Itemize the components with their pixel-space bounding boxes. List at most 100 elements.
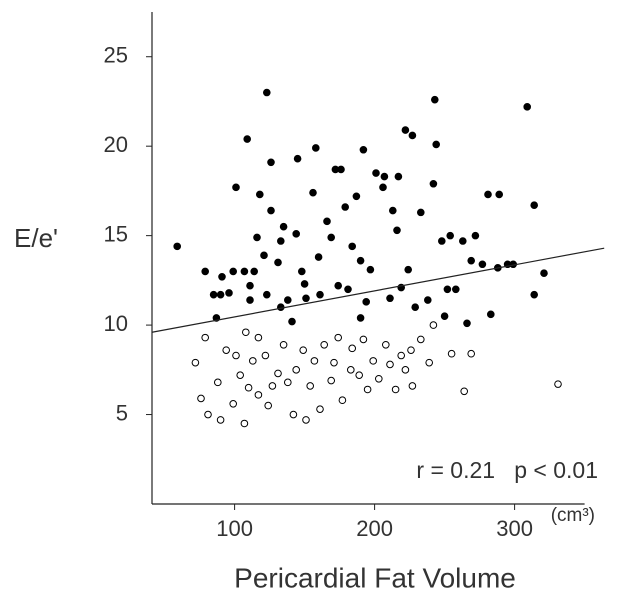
point (261, 351, 270, 360)
point (173, 242, 181, 251)
point (263, 290, 271, 299)
y-axis-label: E/e' (14, 223, 58, 253)
point (540, 269, 548, 278)
point (478, 260, 487, 269)
point (429, 321, 438, 329)
point (263, 88, 271, 97)
point (289, 410, 298, 419)
point (440, 312, 449, 320)
point (334, 281, 343, 290)
point (216, 416, 225, 424)
point (314, 253, 323, 261)
point (284, 378, 292, 387)
point (243, 135, 251, 143)
point (380, 172, 389, 181)
point (359, 335, 368, 344)
point (404, 265, 413, 274)
point (316, 405, 324, 413)
point (429, 179, 438, 188)
point (250, 267, 258, 276)
y-tick-label: 5 (116, 400, 128, 425)
point (292, 366, 301, 374)
point (366, 265, 375, 274)
point (320, 340, 329, 349)
point (277, 237, 285, 245)
point (337, 165, 345, 174)
point (446, 231, 455, 240)
point (279, 222, 288, 231)
point (431, 95, 439, 104)
point (246, 281, 254, 290)
y-tick-label: 20 (104, 132, 128, 157)
point (302, 416, 310, 424)
point (356, 256, 365, 265)
point (356, 314, 365, 322)
point (249, 357, 257, 365)
point (246, 296, 254, 304)
trend-line (151, 247, 605, 333)
point (302, 294, 310, 303)
point (267, 158, 275, 167)
point (214, 378, 222, 387)
point (401, 366, 410, 374)
point (447, 349, 456, 358)
point (334, 333, 343, 342)
point (244, 383, 253, 392)
point (204, 410, 212, 419)
point (293, 154, 302, 163)
point (323, 217, 331, 226)
point (264, 401, 273, 410)
point (236, 371, 244, 379)
point (300, 280, 309, 288)
point (408, 382, 417, 390)
point (256, 190, 264, 199)
point (495, 190, 504, 199)
point (327, 233, 336, 242)
point (225, 289, 233, 297)
point (254, 333, 263, 342)
point (355, 371, 364, 379)
point (254, 391, 263, 399)
point (191, 358, 200, 367)
point (240, 267, 249, 276)
point (316, 290, 324, 299)
point (279, 340, 288, 349)
point (201, 333, 209, 342)
y-tick-label: 25 (104, 43, 128, 68)
point (432, 140, 441, 149)
point (425, 358, 434, 367)
point (467, 349, 476, 358)
x-unit-label: (cm³) (551, 505, 595, 526)
point (338, 396, 347, 405)
point (407, 346, 415, 354)
point (310, 357, 319, 365)
y-tick-label: 10 (104, 311, 128, 336)
point (417, 335, 425, 344)
point (352, 192, 361, 201)
point (277, 303, 285, 312)
point (268, 382, 277, 390)
point (375, 374, 383, 383)
point (391, 385, 400, 394)
point (393, 226, 401, 235)
point (530, 201, 539, 210)
point (443, 285, 452, 294)
point (209, 290, 218, 299)
point (389, 206, 397, 215)
annotation: r = 0.21 p < 0.01 (416, 457, 598, 483)
point (438, 237, 446, 245)
point (523, 103, 532, 111)
point (417, 208, 425, 217)
point (216, 290, 225, 299)
point (348, 242, 357, 251)
point (369, 357, 378, 365)
point (274, 258, 282, 267)
point (312, 144, 320, 152)
point (459, 237, 467, 245)
x-tick-label: 200 (356, 516, 393, 541)
point (372, 169, 380, 177)
point (379, 183, 387, 192)
point (232, 351, 240, 360)
point (341, 203, 350, 211)
